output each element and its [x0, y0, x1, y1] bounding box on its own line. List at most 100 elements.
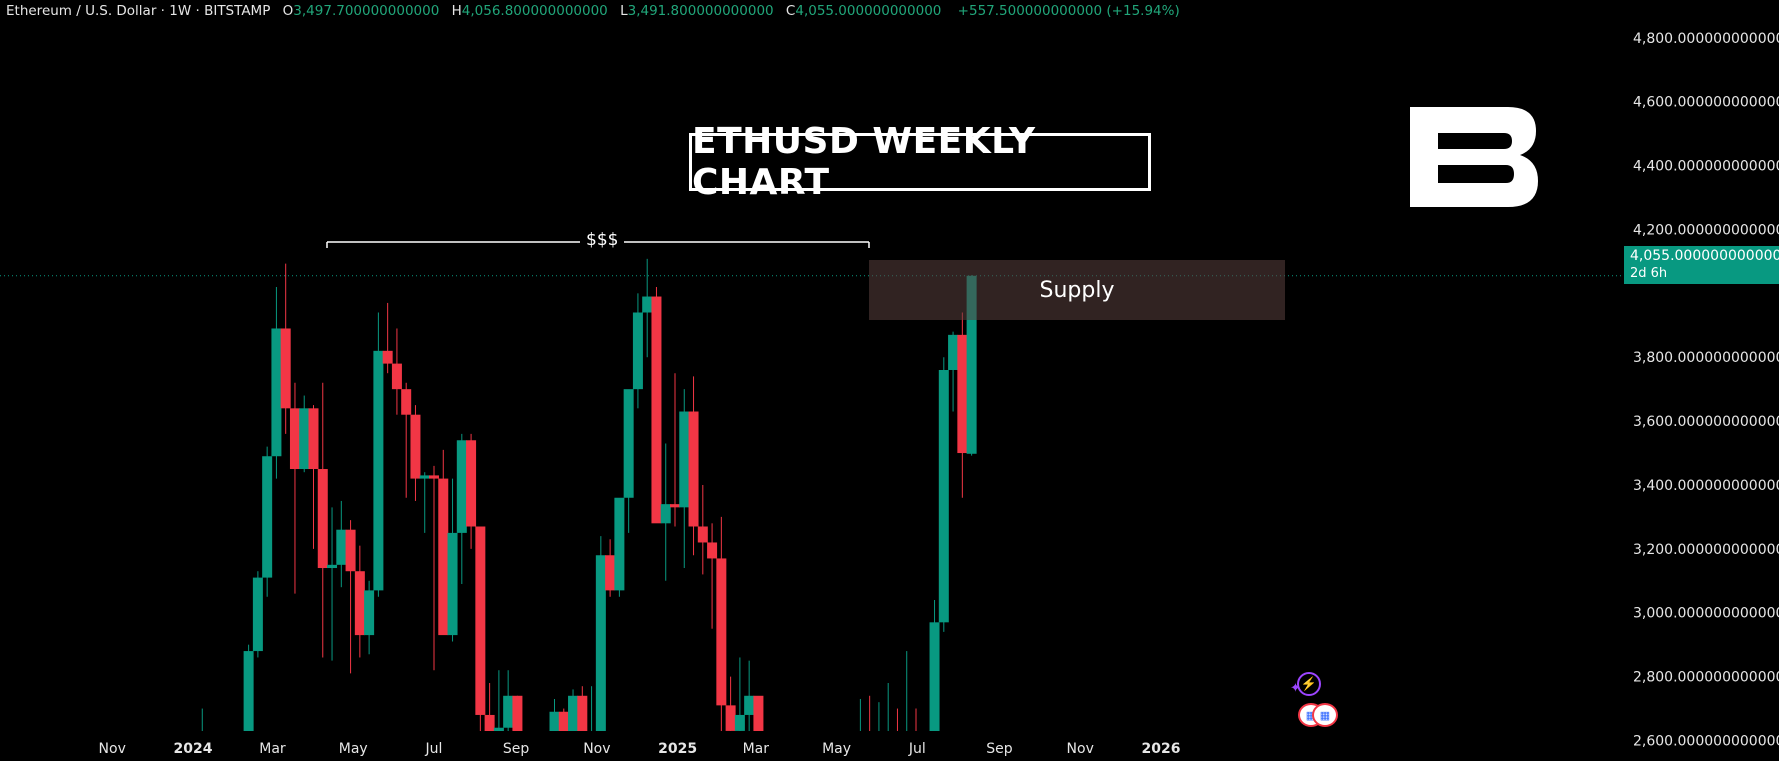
candle-body [382, 350, 393, 364]
candle [753, 695, 764, 731]
candle [938, 357, 949, 632]
change-value: +557.500000000000 (+15.94%) [957, 3, 1180, 19]
bar-countdown: 2d 6h [1630, 266, 1668, 281]
candle [345, 520, 356, 674]
last-price-tag: 4,055.000000000000 2d 6h [1624, 246, 1779, 284]
candle [373, 312, 384, 597]
candle-body [354, 571, 365, 636]
candle-body [484, 714, 495, 731]
candle [364, 580, 375, 655]
candle-body [466, 440, 477, 527]
sparkle-icon: ✦ [1290, 680, 1301, 695]
candle [623, 389, 634, 533]
candle [419, 472, 430, 533]
low-value: 3,491.800000000000 [627, 3, 774, 19]
candle [456, 433, 467, 584]
candle-body [373, 350, 384, 591]
candle [929, 599, 940, 731]
candle-body [364, 590, 375, 636]
time-tick-label: Nov [583, 741, 610, 757]
candle-body [512, 695, 523, 731]
close-value: 4,055.000000000000 [795, 3, 942, 19]
candle-body [651, 296, 662, 524]
candle [271, 286, 282, 479]
liquidity-label[interactable]: $$$ [580, 230, 625, 250]
candle [447, 478, 458, 642]
price-tick-label: 2,800.000000000000 [1633, 670, 1779, 686]
candle-body [725, 705, 736, 731]
candle-body [948, 334, 959, 370]
price-tick-label: 4,400.000000000000 [1633, 159, 1779, 175]
candle-body [289, 408, 300, 470]
low-label: L [620, 3, 628, 19]
chart-title[interactable]: ETHUSD WEEKLY CHART [689, 121, 1151, 203]
time-axis[interactable]: Nov 2024 Mar May Jul Sep Nov 2025 Mar May Jul Sep No… [99, 741, 1181, 757]
candle [280, 263, 291, 434]
candle-body [410, 414, 421, 479]
candle [558, 708, 569, 731]
candle-body [753, 695, 764, 731]
symbol-name[interactable]: Ethereum / U.S. Dollar · 1W · BITSTAMP [6, 3, 271, 19]
candle [438, 449, 449, 636]
time-tick-label: Nov [1067, 741, 1094, 757]
time-tick-label: May [339, 741, 368, 757]
candle-body [605, 555, 616, 591]
candle-body [632, 312, 643, 390]
time-tick-label: Sep [986, 741, 1013, 757]
us-flag-icon-2[interactable]: ▦ [1312, 703, 1338, 727]
candle [957, 312, 968, 498]
candle-body [503, 695, 514, 728]
candle-body [716, 558, 727, 706]
candle [429, 465, 439, 671]
candle [642, 258, 653, 358]
candle-body [438, 478, 449, 636]
candle [262, 446, 273, 597]
high-label: H [451, 3, 462, 19]
candle-body [475, 526, 486, 715]
supply-zone[interactable]: Supply [869, 260, 1285, 320]
candle [670, 373, 680, 527]
candle [595, 536, 606, 731]
candle-body [558, 711, 569, 731]
candle-body [938, 369, 949, 623]
candle [734, 657, 745, 731]
candle-body [679, 411, 690, 508]
price-tick-label: 3,400.000000000000 [1633, 478, 1779, 494]
candle-body [262, 456, 273, 578]
candle-body [568, 695, 579, 731]
candle-body [929, 622, 940, 731]
candle [317, 382, 328, 658]
candle-body [456, 440, 467, 533]
candle [568, 689, 579, 731]
candle [327, 507, 338, 661]
candle-body [623, 389, 634, 498]
candle [948, 331, 959, 412]
candle [697, 484, 708, 575]
candle [410, 405, 421, 501]
time-tick-label: Mar [259, 741, 286, 757]
candle [308, 405, 319, 549]
time-tick-label: Jul [908, 741, 926, 757]
candle [577, 686, 588, 731]
candle-body [614, 497, 625, 591]
candle-body [401, 389, 412, 415]
time-tick-label: 2025 [658, 741, 697, 757]
candle [744, 660, 755, 731]
last-price-value: 4,055.000000000000 [1630, 248, 1779, 264]
candle [354, 545, 365, 658]
candle [614, 497, 625, 597]
candle [660, 443, 671, 581]
price-tick-label: 4,200.000000000000 [1633, 222, 1779, 238]
candle [299, 395, 310, 473]
open-label: O [282, 3, 294, 19]
candle-body [688, 411, 699, 527]
lightning-icon[interactable]: ⚡ [1297, 672, 1321, 696]
candle [475, 526, 486, 731]
time-tick-label: May [822, 741, 851, 757]
candle-body [391, 363, 402, 390]
candle-body [252, 577, 263, 652]
candle-body [447, 532, 458, 636]
candle-body [697, 526, 708, 543]
price-axis[interactable]: 4,800.000000000000 4,600.000000000000 4,40… [1633, 31, 1779, 750]
